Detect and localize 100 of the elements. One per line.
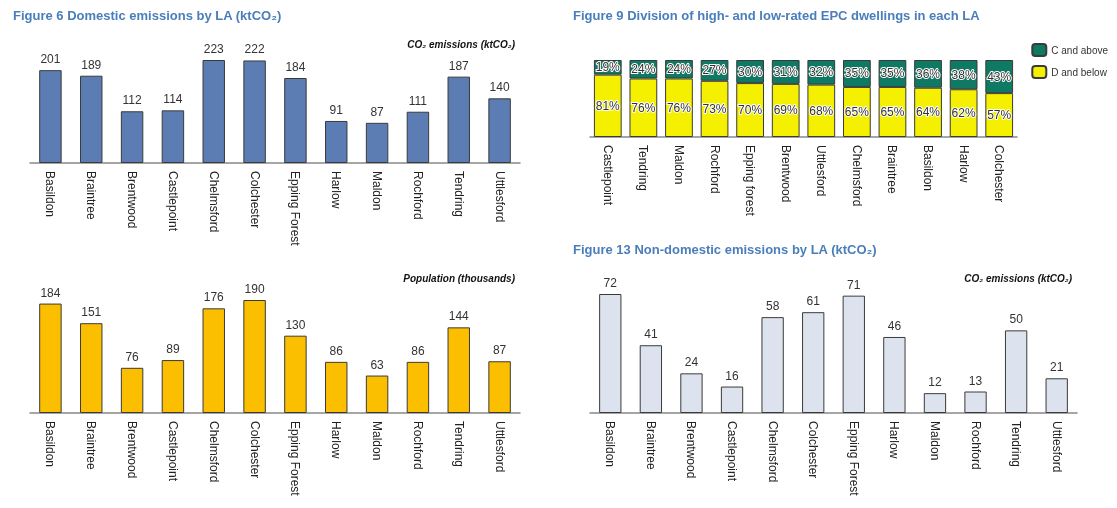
x-tick-label: Colchester <box>247 171 262 229</box>
x-tick-label: Tendring <box>636 145 651 192</box>
data-label: 222 <box>244 42 265 57</box>
data-label: 201 <box>40 52 61 67</box>
data-label: 30% <box>738 64 763 79</box>
x-tick-label: Tendring <box>451 171 466 218</box>
bar <box>120 111 144 163</box>
bar <box>842 295 865 413</box>
data-label: 64% <box>916 105 941 120</box>
x-tick-label: Chelmsford <box>765 421 780 483</box>
x-tick-label: Brentwood <box>125 421 140 479</box>
data-label: 35% <box>880 66 905 81</box>
bar <box>639 345 663 413</box>
x-tick-label: Chelmsford <box>206 421 221 483</box>
data-label: 130 <box>285 317 306 332</box>
x-tick-label: Colchester <box>992 145 1007 203</box>
x-tick-label: Basildon <box>603 421 618 468</box>
bar <box>761 317 784 413</box>
x-tick-label: Harlow <box>329 171 344 209</box>
bar <box>406 361 430 413</box>
bar <box>284 335 307 413</box>
data-label: 71 <box>847 277 861 292</box>
data-label: 50 <box>1009 312 1024 327</box>
bar <box>680 373 703 413</box>
bar <box>1004 330 1028 413</box>
data-label: 76% <box>666 100 692 115</box>
bar <box>720 386 744 413</box>
x-tick-label: Castlepoint <box>165 421 180 482</box>
x-tick-label: Braintree <box>84 421 99 471</box>
data-label: 58 <box>765 299 780 314</box>
legend-label: C and above <box>1051 44 1109 56</box>
data-label: 16 <box>725 368 740 383</box>
data-label: 151 <box>81 305 102 320</box>
bar <box>406 111 430 163</box>
x-tick-label: Maldon <box>927 421 942 461</box>
data-label: 91 <box>329 102 344 117</box>
bar <box>161 110 185 163</box>
x-tick-label: Castlepoint <box>165 171 180 232</box>
x-tick-label: Colchester <box>806 421 821 479</box>
bar <box>80 75 103 163</box>
data-label: 38% <box>951 67 976 82</box>
data-label: 31% <box>773 64 799 79</box>
bar <box>488 361 511 413</box>
bar <box>325 361 348 413</box>
data-label: 63 <box>370 357 385 372</box>
x-tick-label: Maldon <box>370 171 385 211</box>
data-label: 89 <box>166 342 180 357</box>
data-label: 112 <box>122 93 142 108</box>
x-tick-label: Epping Forest <box>846 421 861 497</box>
x-tick-label: Castlepoint <box>725 421 740 482</box>
data-label: 111 <box>408 93 428 108</box>
bar <box>447 76 470 163</box>
chart-title: Figure 13 Non-domestic emissions by LA (ktCO₂) <box>573 242 877 257</box>
bar <box>284 78 307 163</box>
data-label: 176 <box>203 290 225 305</box>
x-tick-label: Castlepoint <box>600 145 615 206</box>
bar <box>599 294 622 413</box>
bar <box>365 375 389 413</box>
bar <box>325 120 348 163</box>
data-label: 62% <box>951 106 976 121</box>
x-tick-label: Rochford <box>968 421 983 470</box>
data-label: 81% <box>595 98 621 113</box>
x-tick-label: Basildon <box>921 145 936 192</box>
bar <box>447 327 470 413</box>
data-label: 46 <box>887 318 902 333</box>
data-label: 86 <box>329 343 344 358</box>
chart-subtitle: CO₂ emissions (ktCO₂) <box>964 272 1073 284</box>
bar <box>80 323 103 413</box>
data-label: 87 <box>492 343 507 358</box>
chart-title: Figure 9 Division of high- and low-rated EPC dwellings in each LA <box>573 8 981 23</box>
legend-label: D and below <box>1051 66 1108 78</box>
data-label: 12 <box>928 375 942 390</box>
data-label: 140 <box>489 80 510 95</box>
x-tick-label: Harlow <box>956 145 971 183</box>
data-label: 19% <box>595 60 621 75</box>
data-label: 24 <box>684 355 699 370</box>
x-tick-label: Harlow <box>329 421 344 459</box>
data-label: 65% <box>844 104 870 119</box>
data-label: 13 <box>968 373 983 388</box>
data-label: 57% <box>987 108 1012 123</box>
data-label: 73% <box>702 101 727 116</box>
x-tick-label: Rochford <box>707 145 722 194</box>
data-label: 68% <box>809 103 834 118</box>
x-tick-label: Rochford <box>410 421 425 470</box>
data-label: 21 <box>1050 360 1064 375</box>
data-label: 86 <box>411 343 425 358</box>
data-label: 24% <box>666 62 692 77</box>
bar <box>365 122 389 163</box>
bar <box>39 70 62 163</box>
x-tick-label: Maldon <box>370 421 385 461</box>
data-label: 184 <box>285 60 306 75</box>
x-tick-label: Rochford <box>410 171 425 220</box>
data-label: 72 <box>603 276 618 290</box>
data-label: 144 <box>448 309 470 324</box>
data-label: 76% <box>631 100 656 115</box>
x-tick-label: Brentwood <box>778 145 793 203</box>
data-label: 190 <box>244 282 265 296</box>
bar <box>202 60 225 163</box>
x-tick-label: Basildon <box>43 421 58 468</box>
data-label: 76 <box>125 349 140 364</box>
